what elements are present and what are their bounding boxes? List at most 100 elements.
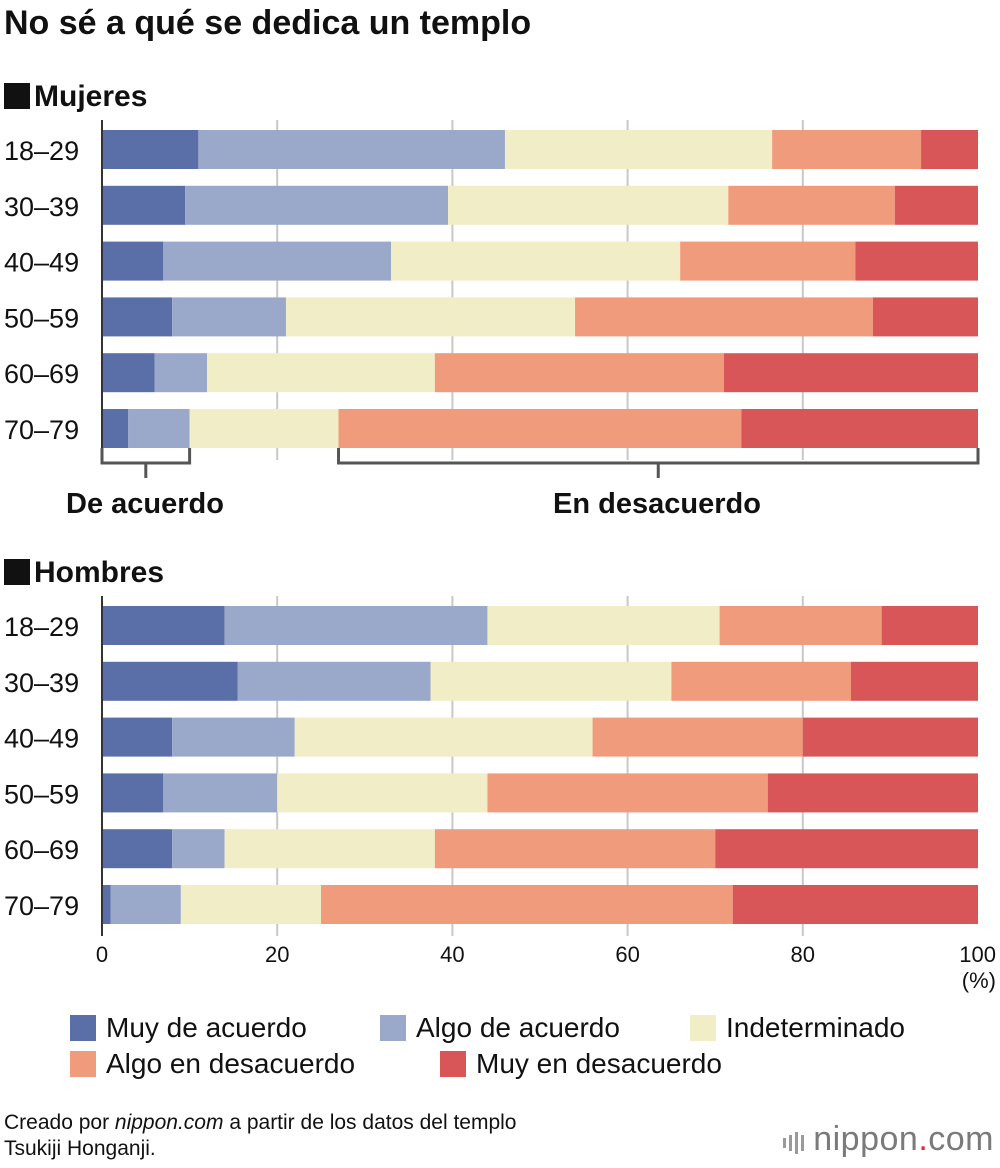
bar-segment	[102, 885, 111, 924]
square-icon	[4, 83, 30, 109]
bar-segment	[575, 297, 873, 337]
bar-segment	[732, 885, 978, 924]
bar-segment	[163, 773, 278, 813]
section-title-mujeres: Mujeres	[34, 80, 148, 113]
bar-segment	[767, 773, 978, 813]
x-tick-label: 20	[265, 942, 289, 967]
section-label-mujeres: Mujeres	[4, 80, 147, 114]
category-label: 18–29	[4, 136, 79, 166]
bar-segment	[102, 241, 164, 281]
brand-tld: com	[928, 1120, 994, 1158]
bar-segment	[338, 409, 742, 448]
sound-bars-icon	[783, 1122, 807, 1161]
brand-name: nippon	[813, 1120, 919, 1158]
bar-segment	[321, 885, 733, 924]
bar-segment	[102, 297, 173, 337]
brand-dot: .	[918, 1120, 929, 1158]
legend-item-indeterminado: Indeterminado	[690, 1012, 905, 1044]
bar-segment	[434, 829, 716, 869]
bar-segment	[741, 409, 978, 448]
square-icon	[4, 559, 30, 585]
agree-label: De acuerdo	[66, 488, 224, 520]
x-tick-label: 40	[440, 942, 464, 967]
bar-segment	[172, 829, 225, 869]
category-label: 70–79	[4, 891, 79, 921]
category-label: 40–49	[4, 248, 79, 278]
x-tick-label: 100	[959, 942, 996, 967]
legend-label: Algo de acuerdo	[416, 1012, 620, 1043]
bar-segment	[154, 353, 208, 393]
disagree-label: En desacuerdo	[553, 488, 761, 520]
brand-logo: nippon.com	[783, 1120, 994, 1161]
legend: Muy de acuerdo Algo de acuerdo Indetermi…	[70, 1010, 970, 1082]
legend-swatch	[380, 1015, 406, 1041]
legend-item-muy-desacuerdo: Muy en desacuerdo	[440, 1048, 722, 1080]
source-line2: Tsukiji Honganji.	[4, 1137, 156, 1160]
bar-segment	[592, 717, 803, 757]
bar-segment	[855, 241, 978, 281]
bar-segment	[434, 353, 724, 393]
bar-segment	[102, 717, 173, 757]
category-label: 60–69	[4, 359, 79, 389]
legend-row: Algo en desacuerdo Muy en desacuerdo	[70, 1046, 970, 1082]
category-label: 40–49	[4, 724, 79, 754]
x-unit-label: (%)	[962, 968, 996, 993]
bar-segment	[294, 717, 593, 757]
bar-segment	[715, 829, 978, 869]
bar-segment	[102, 661, 238, 701]
legend-label: Muy de acuerdo	[106, 1012, 307, 1043]
agree-bracket	[100, 448, 192, 465]
bar-segment	[163, 241, 392, 281]
bar-segment	[189, 409, 339, 448]
category-label: 30–39	[4, 668, 79, 698]
bar-segment	[723, 353, 978, 393]
source-site: nippon.com	[114, 1111, 224, 1134]
x-tick-label: 60	[615, 942, 639, 967]
bar-segment	[802, 717, 978, 757]
section-title-hombres: Hombres	[34, 556, 165, 589]
bar-segment	[277, 773, 488, 813]
source-note: Creado por nippon.com a partir de los da…	[4, 1110, 704, 1162]
bar-segment	[504, 130, 773, 169]
bar-segment	[102, 409, 129, 448]
chart-title: No sé a qué se dedica un templo	[4, 4, 532, 42]
bar-segment	[224, 606, 488, 645]
bar-segment	[102, 130, 199, 169]
bar-segment	[719, 606, 882, 645]
category-label: 50–59	[4, 779, 79, 809]
bar-segment	[448, 185, 729, 225]
bar-segment	[881, 606, 978, 645]
legend-item-muy-acuerdo: Muy de acuerdo	[70, 1012, 380, 1044]
legend-swatch	[70, 1015, 96, 1041]
bar-segment	[430, 661, 672, 701]
bar-segment	[237, 661, 431, 701]
bar-segment	[671, 661, 851, 701]
x-tick-label: 80	[791, 942, 815, 967]
bar-segment	[487, 773, 768, 813]
bar-segment	[872, 297, 978, 337]
source-suffix: a partir de los datos del templo	[223, 1111, 517, 1134]
category-label: 50–59	[4, 303, 79, 333]
legend-label: Indeterminado	[726, 1012, 906, 1043]
legend-row: Muy de acuerdo Algo de acuerdo Indetermi…	[70, 1010, 970, 1046]
bar-segment	[680, 241, 856, 281]
bar-segment	[728, 185, 895, 225]
source-prefix: Creado por	[4, 1111, 115, 1134]
disagree-bracket	[337, 448, 980, 465]
x-tick-label: 0	[96, 942, 108, 967]
bar-segment	[172, 717, 295, 757]
bar-segment	[207, 353, 435, 393]
bar-segment	[198, 130, 505, 169]
bar-segment	[285, 297, 576, 337]
bar-segment	[894, 185, 978, 225]
bar-segment	[772, 130, 922, 169]
legend-label: Muy en desacuerdo	[476, 1048, 722, 1079]
legend-item-algo-acuerdo: Algo de acuerdo	[380, 1012, 690, 1044]
bar-segment	[391, 241, 681, 281]
category-label: 60–69	[4, 835, 79, 865]
category-label: 18–29	[4, 612, 79, 642]
bar-segment	[110, 885, 181, 924]
bar-segment	[185, 185, 449, 225]
bar-segment	[102, 606, 225, 645]
bar-segment	[172, 297, 286, 337]
